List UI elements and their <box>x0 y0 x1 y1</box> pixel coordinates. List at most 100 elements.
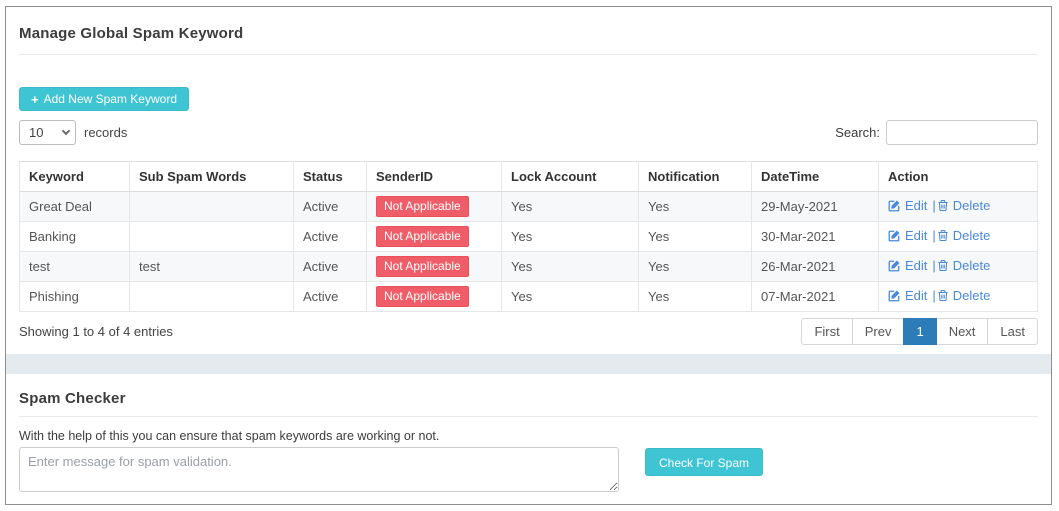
toolbar: + Add New Spam Keyword <box>19 87 1038 111</box>
action-separator: | <box>932 258 936 273</box>
cell-lock-account: Yes <box>501 251 639 282</box>
table-row: Banking Active Not Applicable Yes Yes 30… <box>19 221 1038 252</box>
spam-checker-section: Spam Checker With the help of this you c… <box>6 374 1051 504</box>
edit-link[interactable]: Edit <box>888 258 927 273</box>
col-header-notification: Notification <box>638 161 752 192</box>
cell-sub-spam-words <box>129 281 294 312</box>
cell-status: Active <box>293 281 367 312</box>
add-new-spam-keyword-button[interactable]: + Add New Spam Keyword <box>19 87 189 111</box>
spam-checker-title: Spam Checker <box>19 390 126 407</box>
spam-message-textarea[interactable] <box>19 447 619 492</box>
not-applicable-badge: Not Applicable <box>376 226 469 247</box>
spam-keyword-table: Keyword Sub Spam Words Status SenderID L… <box>19 161 1038 312</box>
table-header-row: Keyword Sub Spam Words Status SenderID L… <box>19 161 1038 192</box>
search-control: Search: <box>835 120 1038 145</box>
plus-icon: + <box>31 91 39 107</box>
col-header-sub-spam-words: Sub Spam Words <box>129 161 294 192</box>
add-button-label: Add New Spam Keyword <box>43 92 177 106</box>
delete-link[interactable]: Delete <box>937 198 990 213</box>
table-row: Great Deal Active Not Applicable Yes Yes… <box>19 191 1038 222</box>
cell-senderid: Not Applicable <box>366 221 502 252</box>
edit-link[interactable]: Edit <box>888 288 927 303</box>
content-frame: Manage Global Spam Keyword + Add New Spa… <box>5 6 1052 505</box>
pagination-next-button[interactable]: Next <box>935 318 989 345</box>
search-label: Search: <box>835 125 880 140</box>
cell-sub-spam-words <box>129 191 294 222</box>
cell-sub-spam-words: test <box>129 251 294 282</box>
edit-link[interactable]: Edit <box>888 228 927 243</box>
not-applicable-badge: Not Applicable <box>376 286 469 307</box>
col-header-datetime: DateTime <box>751 161 879 192</box>
cell-senderid: Not Applicable <box>366 251 502 282</box>
col-header-keyword: Keyword <box>19 161 130 192</box>
not-applicable-badge: Not Applicable <box>376 256 469 277</box>
col-header-senderid: SenderID <box>366 161 502 192</box>
records-select-wrap: 10 <box>19 120 76 145</box>
cell-keyword: Great Deal <box>19 191 130 222</box>
col-header-status: Status <box>293 161 367 192</box>
spam-checker-row: Check For Spam <box>19 447 1038 492</box>
cell-lock-account: Yes <box>501 191 639 222</box>
pagination-first-button[interactable]: First <box>801 318 853 345</box>
action-separator: | <box>932 198 936 213</box>
pagination-last-button[interactable]: Last <box>987 318 1038 345</box>
cell-senderid: Not Applicable <box>366 191 502 222</box>
table-controls: 10 records Search: <box>19 120 1038 145</box>
entries-summary: Showing 1 to 4 of 4 entries <box>19 324 173 339</box>
cell-lock-account: Yes <box>501 281 639 312</box>
page-title: Manage Global Spam Keyword <box>19 25 244 42</box>
col-header-action: Action <box>878 161 1038 192</box>
cell-action: Edit | Delete <box>878 191 1038 222</box>
edit-icon <box>888 200 900 212</box>
search-input[interactable] <box>886 120 1038 145</box>
records-select[interactable]: 10 <box>19 120 76 145</box>
cell-notification: Yes <box>638 221 752 252</box>
pagination-page-1-button[interactable]: 1 <box>903 318 937 345</box>
table-row: Phishing Active Not Applicable Yes Yes 0… <box>19 281 1038 312</box>
cell-keyword: Phishing <box>19 281 130 312</box>
cell-notification: Yes <box>638 281 752 312</box>
table-footer: Showing 1 to 4 of 4 entries First Prev 1… <box>19 318 1038 345</box>
cell-notification: Yes <box>638 191 752 222</box>
cell-action: Edit | Delete <box>878 251 1038 282</box>
cell-datetime: 29-May-2021 <box>751 191 879 222</box>
not-applicable-badge: Not Applicable <box>376 196 469 217</box>
col-header-lock-account: Lock Account <box>501 161 639 192</box>
records-label: records <box>84 125 128 140</box>
cell-sub-spam-words <box>129 221 294 252</box>
spam-checker-divider <box>19 416 1038 417</box>
cell-datetime: 26-Mar-2021 <box>751 251 879 282</box>
trash-icon <box>938 230 948 242</box>
edit-icon <box>888 290 900 302</box>
cell-notification: Yes <box>638 251 752 282</box>
edit-link[interactable]: Edit <box>888 198 927 213</box>
delete-link[interactable]: Delete <box>937 258 990 273</box>
edit-icon <box>888 260 900 272</box>
cell-action: Edit | Delete <box>878 281 1038 312</box>
cell-status: Active <box>293 251 367 282</box>
cell-datetime: 30-Mar-2021 <box>751 221 879 252</box>
title-divider <box>19 54 1038 55</box>
pagination: First Prev 1 Next Last <box>801 318 1038 345</box>
table-row: test test Active Not Applicable Yes Yes … <box>19 251 1038 282</box>
action-separator: | <box>932 228 936 243</box>
spam-checker-help-text: With the help of this you can ensure tha… <box>19 429 440 443</box>
cell-action: Edit | Delete <box>878 221 1038 252</box>
cell-keyword: test <box>19 251 130 282</box>
check-for-spam-button[interactable]: Check For Spam <box>645 448 764 476</box>
trash-icon <box>938 260 948 272</box>
delete-link[interactable]: Delete <box>937 288 990 303</box>
delete-link[interactable]: Delete <box>937 228 990 243</box>
section-separator <box>6 354 1051 374</box>
edit-icon <box>888 230 900 242</box>
pagination-prev-button[interactable]: Prev <box>851 318 905 345</box>
cell-status: Active <box>293 221 367 252</box>
manage-spam-keyword-section: Manage Global Spam Keyword + Add New Spa… <box>6 7 1051 354</box>
trash-icon <box>938 200 948 212</box>
cell-datetime: 07-Mar-2021 <box>751 281 879 312</box>
cell-lock-account: Yes <box>501 221 639 252</box>
cell-senderid: Not Applicable <box>366 281 502 312</box>
action-separator: | <box>932 288 936 303</box>
cell-keyword: Banking <box>19 221 130 252</box>
records-control: 10 records <box>19 120 127 145</box>
